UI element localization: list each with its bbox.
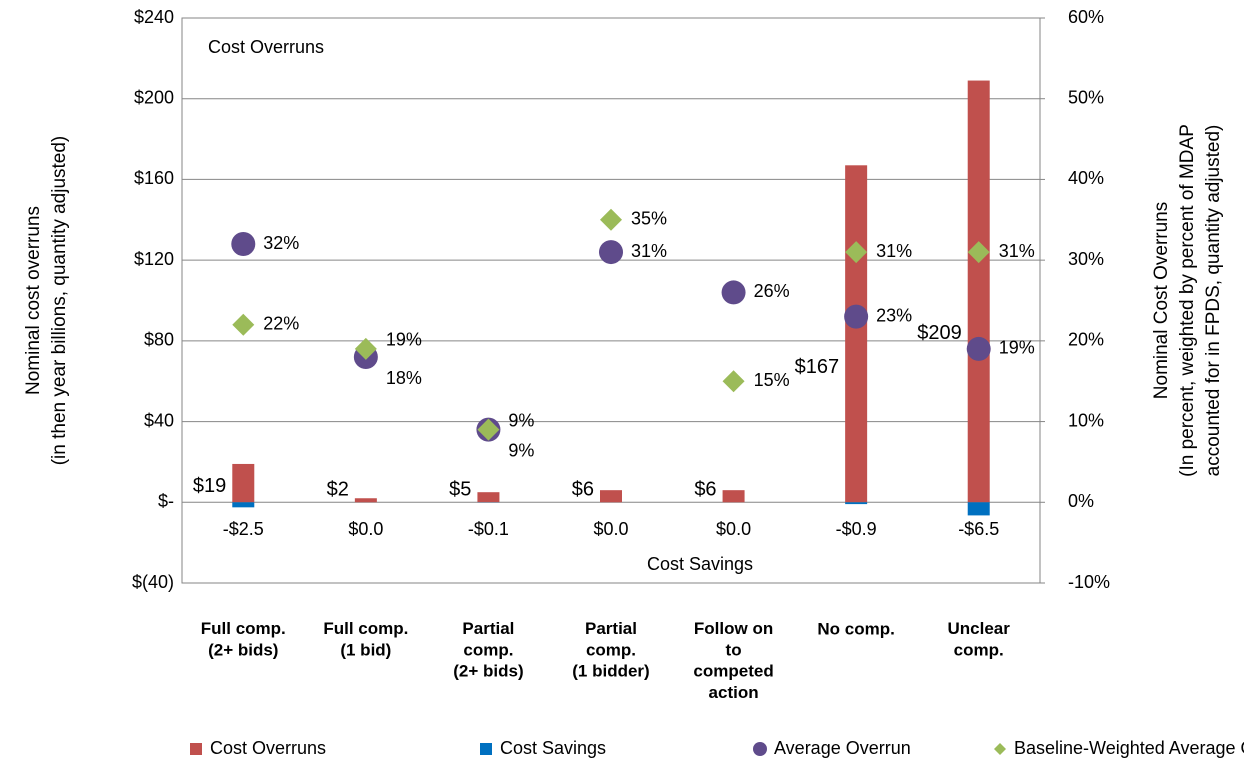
data-label: 9% [508, 440, 534, 460]
x-tick-label: Follow on to competed action [693, 619, 773, 702]
y2-tick-label: 10% [1068, 410, 1104, 430]
data-label: 31% [876, 241, 912, 261]
y2-axis-title-line: Nominal Cost Overruns [1151, 202, 1172, 399]
data-label: 31% [999, 241, 1035, 261]
data-label: $0.0 [593, 519, 628, 539]
legend-label: Baseline-Weighted Average Overrun [1014, 738, 1244, 758]
y-tick-label: $160 [134, 168, 174, 188]
data-label: 18% [386, 368, 422, 388]
marker [845, 241, 868, 264]
data-label: -$0.1 [468, 519, 509, 539]
bar [845, 502, 868, 505]
y2-tick-label: 20% [1068, 330, 1104, 350]
data-label: 26% [754, 281, 790, 301]
y-tick-label: $(40) [132, 572, 174, 592]
y2-axis-title-line: (In percent, weighted by percent of MDAP [1177, 124, 1198, 477]
bar [967, 80, 990, 503]
x-tick-label: Full comp. (2+ bids) [201, 619, 286, 659]
marker [232, 313, 255, 336]
data-label: 9% [508, 410, 534, 430]
data-label: 31% [631, 241, 667, 261]
marker [231, 232, 256, 256]
bar [845, 165, 868, 503]
data-label: $167 [795, 356, 840, 378]
data-label: $209 [917, 322, 962, 344]
x-tick-label: No comp. [817, 619, 894, 638]
y2-tick-label: 60% [1068, 7, 1104, 27]
data-label: 19% [386, 330, 422, 350]
x-tick-label: Partial comp. (2+ bids) [453, 619, 523, 681]
legend-label: Cost Savings [500, 738, 606, 758]
y-tick-label: $80 [144, 330, 174, 350]
data-label: $0.0 [348, 519, 383, 539]
data-label: $19 [193, 475, 226, 497]
bar [722, 490, 745, 503]
x-tick-label: Full comp. (1 bid) [323, 619, 408, 659]
data-label: 22% [263, 313, 299, 333]
y2-tick-label: -10% [1068, 572, 1110, 592]
marker [477, 418, 500, 441]
data-label: $2 [327, 479, 349, 501]
y2-axis-title-line: accounted for in FPDS, quantity adjusted… [1203, 125, 1224, 477]
legend-marker [190, 743, 202, 755]
y-axis-title: Nominal cost overruns (in then year billi… [23, 136, 70, 466]
y-tick-label: $- [158, 491, 174, 511]
marker [967, 241, 990, 264]
annotation: Cost Savings [647, 554, 753, 574]
y2-tick-label: 50% [1068, 87, 1104, 107]
data-label: $0.0 [716, 519, 751, 539]
y-tick-label: $240 [134, 7, 174, 27]
plot-frame [181, 17, 1041, 584]
y-axis-title-line: (in then year billions, quantity adjuste… [49, 136, 70, 466]
data-label: 35% [631, 209, 667, 229]
annotation: Cost Overruns [208, 37, 324, 57]
data-label: -$6.5 [958, 519, 999, 539]
data-label: $6 [694, 479, 716, 501]
marker [600, 208, 622, 231]
bar [967, 502, 990, 516]
x-tick-label: Partial comp. (1 bidder) [572, 619, 649, 681]
y2-tick-label: 30% [1068, 249, 1104, 269]
data-label: 19% [999, 338, 1035, 358]
data-label: 32% [263, 233, 299, 253]
x-tick-label: Unclear comp. [948, 619, 1011, 659]
y-tick-label: $200 [134, 87, 174, 107]
data-label: 15% [754, 370, 790, 390]
y2-axis-title: Nominal Cost Overruns (In percent, weight… [1151, 124, 1224, 477]
marker [599, 240, 623, 265]
data-label: 23% [876, 305, 912, 325]
bar [354, 498, 377, 503]
data-label: $5 [449, 479, 471, 501]
legend-label: Average Overrun [774, 738, 911, 758]
y-tick-label: $40 [144, 410, 174, 430]
y2-tick-label: 0% [1068, 491, 1094, 511]
marker [966, 336, 991, 361]
data-label: $6 [572, 479, 594, 501]
bar [600, 490, 622, 503]
bar [232, 463, 255, 503]
marker [722, 370, 745, 393]
y-tick-label: $120 [134, 249, 174, 269]
legend-marker [480, 743, 492, 755]
y2-tick-label: 40% [1068, 168, 1104, 188]
legend-marker [994, 743, 1006, 755]
bar [477, 492, 500, 503]
y-axis-title-line: Nominal cost overruns [23, 206, 44, 395]
data-label: -$0.9 [836, 519, 877, 539]
bar [232, 502, 255, 508]
legend-label: Cost Overruns [210, 738, 326, 758]
legend-marker [753, 742, 767, 756]
data-label: -$2.5 [223, 519, 264, 539]
marker [844, 304, 869, 329]
marker [354, 337, 377, 360]
marker [721, 280, 746, 305]
